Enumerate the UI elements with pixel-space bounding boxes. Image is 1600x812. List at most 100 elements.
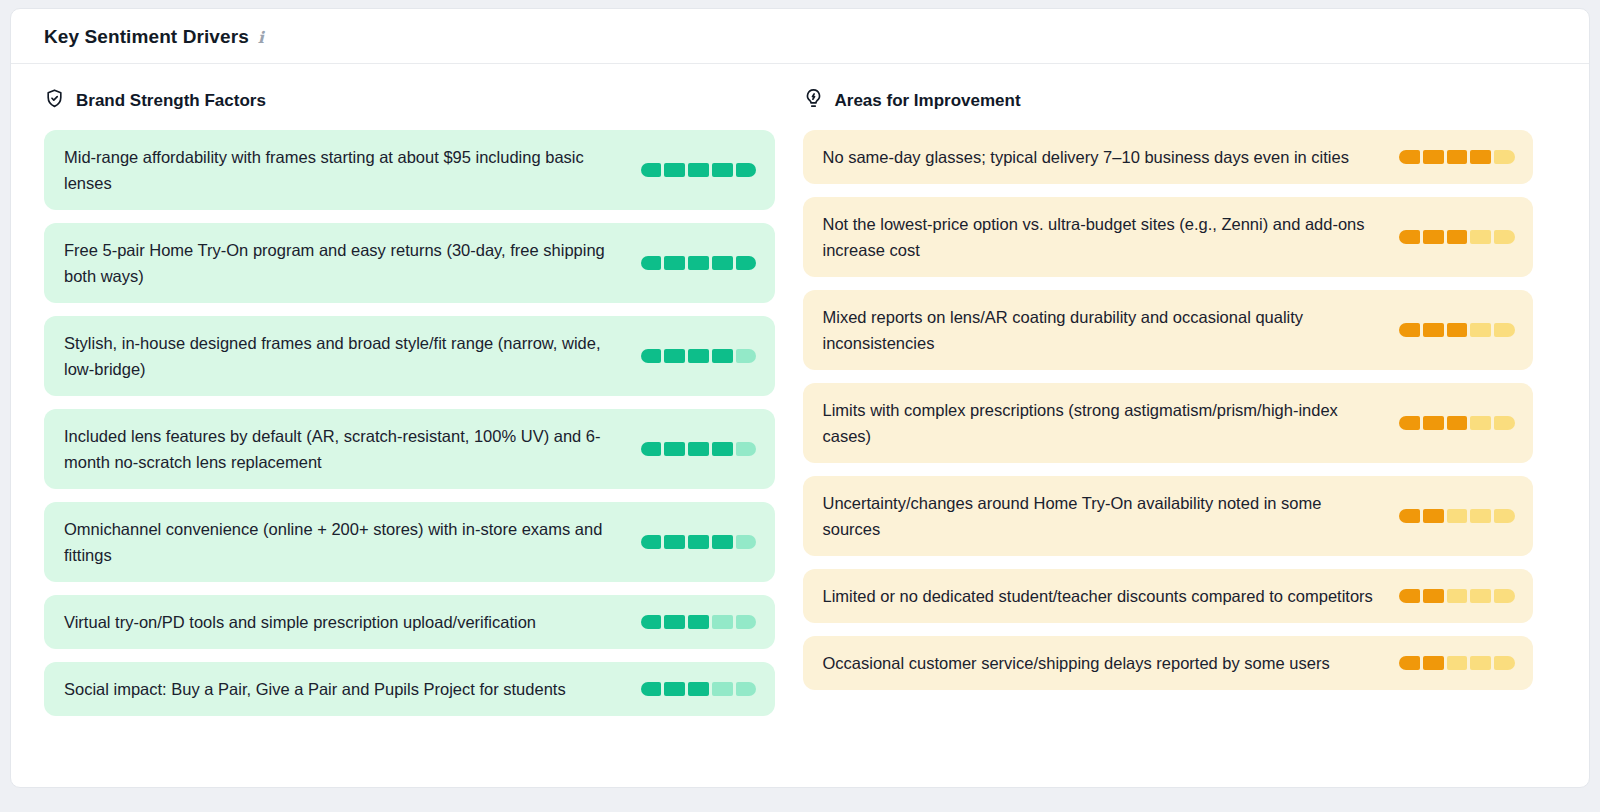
score-segment <box>1447 589 1468 603</box>
card-text: Limits with complex prescriptions (stron… <box>823 397 1378 449</box>
card-text: Included lens features by default (AR, s… <box>64 423 619 475</box>
score-segment <box>1423 150 1444 164</box>
score-segment <box>1470 509 1491 523</box>
score-segment <box>736 442 757 456</box>
score-segment <box>664 615 685 629</box>
score-segment <box>641 535 662 549</box>
score-segment <box>688 442 709 456</box>
score-segment <box>688 615 709 629</box>
sentiment-card: Limits with complex prescriptions (stron… <box>803 383 1534 463</box>
score-segment <box>712 349 733 363</box>
score-segment <box>1399 509 1420 523</box>
card-text: Occasional customer service/shipping del… <box>823 650 1378 676</box>
card-text: No same-day glasses; typical delivery 7–… <box>823 144 1378 170</box>
score-segment <box>736 349 757 363</box>
score-segment <box>1494 509 1515 523</box>
sentiment-card: Free 5-pair Home Try-On program and easy… <box>44 223 775 303</box>
score-bar <box>641 256 757 270</box>
score-segment <box>1399 230 1420 244</box>
card-text: Free 5-pair Home Try-On program and easy… <box>64 237 619 289</box>
card-text: Stylish, in-house designed frames and br… <box>64 330 619 382</box>
score-bar <box>641 682 757 696</box>
score-segment <box>641 442 662 456</box>
score-segment <box>664 163 685 177</box>
score-bar <box>1399 230 1515 244</box>
score-bar <box>1399 589 1515 603</box>
sentiment-card: Stylish, in-house designed frames and br… <box>44 316 775 396</box>
sentiment-card: Mixed reports on lens/AR coating durabil… <box>803 290 1534 370</box>
score-segment <box>1423 416 1444 430</box>
score-segment <box>1470 656 1491 670</box>
score-segment <box>712 163 733 177</box>
score-segment <box>712 256 733 270</box>
card-text: Limited or no dedicated student/teacher … <box>823 583 1378 609</box>
score-segment <box>1423 589 1444 603</box>
score-segment <box>736 682 757 696</box>
score-segment <box>736 615 757 629</box>
score-segment <box>1447 323 1468 337</box>
score-segment <box>736 163 757 177</box>
score-segment <box>1494 230 1515 244</box>
score-segment <box>1494 589 1515 603</box>
score-segment <box>1423 323 1444 337</box>
score-bar <box>1399 150 1515 164</box>
card-text: Mid-range affordability with frames star… <box>64 144 619 196</box>
score-segment <box>1423 509 1444 523</box>
shield-check-icon <box>44 88 65 114</box>
score-segment <box>712 682 733 696</box>
card-text: Uncertainty/changes around Home Try-On a… <box>823 490 1378 542</box>
card-text: Mixed reports on lens/AR coating durabil… <box>823 304 1378 356</box>
score-bar <box>1399 323 1515 337</box>
score-segment <box>641 615 662 629</box>
sentiment-card: Social impact: Buy a Pair, Give a Pair a… <box>44 662 775 716</box>
score-segment <box>688 349 709 363</box>
sentiment-card: Limited or no dedicated student/teacher … <box>803 569 1534 623</box>
score-segment <box>688 163 709 177</box>
column-heading-label: Brand Strength Factors <box>76 91 266 111</box>
sentiment-card: Uncertainty/changes around Home Try-On a… <box>803 476 1534 556</box>
info-icon[interactable]: i <box>258 28 264 46</box>
score-segment <box>1494 656 1515 670</box>
score-bar <box>641 535 757 549</box>
improvements-card-list: No same-day glasses; typical delivery 7–… <box>803 130 1534 690</box>
score-segment <box>664 682 685 696</box>
score-segment <box>1447 230 1468 244</box>
card-text: Omnichannel convenience (online + 200+ s… <box>64 516 619 568</box>
panel-header: Key Sentiment Drivers i <box>11 9 1589 64</box>
improvements-column: Areas for Improvement No same-day glasse… <box>803 70 1534 716</box>
score-segment <box>688 256 709 270</box>
score-segment <box>1423 656 1444 670</box>
score-segment <box>664 442 685 456</box>
brand-strength-card-list: Mid-range affordability with frames star… <box>44 130 775 716</box>
score-segment <box>688 535 709 549</box>
column-heading-label: Areas for Improvement <box>835 91 1021 111</box>
sentiment-card: No same-day glasses; typical delivery 7–… <box>803 130 1534 184</box>
brand-strength-heading: Brand Strength Factors <box>44 88 775 114</box>
score-segment <box>1399 323 1420 337</box>
score-segment <box>712 535 733 549</box>
sentiment-card: Virtual try-on/PD tools and simple presc… <box>44 595 775 649</box>
score-segment <box>1399 416 1420 430</box>
page-title: Key Sentiment Drivers <box>44 26 249 48</box>
score-segment <box>1447 416 1468 430</box>
score-segment <box>664 535 685 549</box>
sentiment-card: Omnichannel convenience (online + 200+ s… <box>44 502 775 582</box>
score-segment <box>1470 150 1491 164</box>
score-segment <box>1447 656 1468 670</box>
score-segment <box>736 535 757 549</box>
score-segment <box>1399 589 1420 603</box>
score-segment <box>712 442 733 456</box>
score-segment <box>641 163 662 177</box>
score-bar <box>641 349 757 363</box>
score-segment <box>1494 150 1515 164</box>
sentiment-card: Occasional customer service/shipping del… <box>803 636 1534 690</box>
score-segment <box>1470 323 1491 337</box>
brand-strength-column: Brand Strength Factors Mid-range afforda… <box>44 70 775 716</box>
score-bar <box>641 615 757 629</box>
score-segment <box>1470 589 1491 603</box>
score-segment <box>1494 416 1515 430</box>
score-segment <box>1470 230 1491 244</box>
score-segment <box>1399 150 1420 164</box>
score-bar <box>641 163 757 177</box>
score-segment <box>712 615 733 629</box>
